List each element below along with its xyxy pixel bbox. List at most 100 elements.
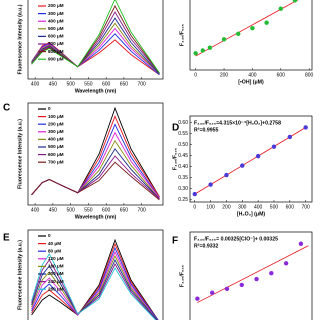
panel-label: E bbox=[3, 233, 10, 244]
x-tick-label: 500 bbox=[270, 204, 279, 210]
legend-label: 0 bbox=[48, 106, 51, 111]
fit-line bbox=[197, 245, 309, 303]
x-tick-label: 200 bbox=[220, 72, 229, 78]
plot-area bbox=[31, 0, 160, 76]
axes-frame bbox=[27, 0, 164, 80]
annotation: R²=0.9955 bbox=[194, 127, 218, 133]
legend-label: 700 μM bbox=[48, 159, 64, 164]
x-tick-label: 650 bbox=[120, 207, 129, 213]
y-tick-label: 0.30 bbox=[178, 186, 188, 192]
y-tick-label: 0.25 bbox=[178, 197, 188, 203]
data-point bbox=[192, 191, 197, 197]
x-axis-label: Wavelength (nm) bbox=[75, 88, 117, 94]
spectrum-line bbox=[31, 253, 157, 320]
legend-label: 700 μM bbox=[48, 41, 64, 46]
x-tick-label: 500 bbox=[66, 81, 75, 87]
x-tick-label: 700 bbox=[138, 207, 147, 213]
data-point bbox=[287, 134, 293, 140]
plot-area bbox=[195, 241, 309, 303]
x-tick-label: 800 bbox=[305, 72, 314, 78]
axes-frame bbox=[189, 0, 313, 71]
data-point bbox=[209, 290, 215, 295]
y-tick-label: 0.50 bbox=[178, 142, 188, 148]
data-point bbox=[255, 153, 261, 159]
y-axis-label: F₄₄₀/F₆₂₅ bbox=[179, 23, 185, 46]
plot-area bbox=[193, 0, 299, 57]
x-tick-label: 700 bbox=[301, 204, 310, 210]
data-point bbox=[193, 51, 198, 56]
x-axis-label: [H₂O₂] (μM) bbox=[237, 211, 266, 217]
legend-label: 240 μM bbox=[48, 279, 64, 284]
legend-label: 500 μM bbox=[48, 144, 64, 149]
legend-label: 800 μM bbox=[48, 49, 64, 54]
y-axis-label: F₄₄₀/F₆₂₅ bbox=[179, 264, 185, 287]
x-tick-label: 400 bbox=[248, 72, 257, 78]
x-axis-label: [•OH] (μM) bbox=[238, 79, 264, 85]
y-tick-label: 0.35 bbox=[178, 175, 188, 181]
plot-area bbox=[31, 238, 159, 320]
plot-area bbox=[31, 106, 160, 201]
y-tick-label: 0.60 bbox=[178, 120, 188, 126]
y-tick-label: 0.45 bbox=[178, 153, 188, 159]
data-point bbox=[271, 144, 277, 149]
panel-label: D bbox=[172, 123, 179, 134]
x-tick-label: 600 bbox=[277, 72, 286, 78]
legend-label: 300 μM bbox=[48, 129, 64, 134]
x-tick-label: 600 bbox=[286, 204, 295, 210]
x-tick-label: 450 bbox=[49, 207, 58, 213]
legend-label: 500 μM bbox=[48, 26, 64, 31]
y-tick-label: 0.55 bbox=[178, 131, 188, 137]
y-axis-label: F₄₄₀/F₆₂₅ bbox=[172, 147, 178, 170]
spectrum-line bbox=[31, 250, 158, 320]
legend-label: 900 μM bbox=[48, 56, 64, 61]
data-point bbox=[240, 163, 245, 168]
data-point bbox=[207, 45, 213, 50]
x-tick-label: 600 bbox=[102, 81, 111, 87]
x-tick-label: 400 bbox=[254, 204, 263, 210]
data-point bbox=[292, 0, 298, 3]
data-point bbox=[278, 6, 283, 11]
data-point bbox=[254, 276, 259, 282]
x-tick-label: 450 bbox=[49, 81, 58, 87]
x-tick-label: 500 bbox=[66, 207, 75, 213]
y-axis-label: Fluorescence Intensity (a.u.) bbox=[17, 240, 23, 310]
plot-area bbox=[192, 125, 308, 197]
axes-frame bbox=[27, 102, 164, 206]
y-axis-label: Fluorescence Intensity (a.u.) bbox=[17, 119, 23, 189]
x-tick-label: 550 bbox=[84, 207, 93, 213]
x-tick-label: 400 bbox=[31, 81, 40, 87]
spectrum-line bbox=[31, 161, 160, 201]
legend-label: 80 μM bbox=[48, 248, 61, 253]
fit-line bbox=[195, 0, 299, 57]
legend-label: 120 μM bbox=[48, 256, 64, 261]
x-axis-label: Wavelength (nm) bbox=[75, 214, 117, 220]
x-tick-label: 600 bbox=[102, 207, 111, 213]
legend-label: 0 bbox=[48, 233, 51, 238]
data-point bbox=[236, 31, 241, 36]
data-point bbox=[208, 182, 213, 187]
data-point bbox=[239, 282, 244, 288]
data-point bbox=[200, 48, 205, 53]
data-point bbox=[224, 286, 230, 292]
data-point bbox=[303, 125, 308, 130]
axes-frame bbox=[27, 229, 164, 320]
x-tick-label: 700 bbox=[138, 81, 147, 87]
data-point bbox=[283, 261, 289, 266]
panel-label: C bbox=[3, 103, 10, 114]
legend-label: 300 μM bbox=[48, 11, 64, 16]
data-point bbox=[221, 37, 227, 42]
legend-label: 400 μM bbox=[48, 18, 64, 23]
data-point bbox=[224, 172, 229, 178]
legend-label: 200 μM bbox=[48, 121, 64, 126]
x-tick-label: 400 bbox=[31, 207, 40, 213]
x-tick-label: 100 bbox=[206, 204, 215, 210]
axes-frame bbox=[189, 231, 313, 320]
annotation: F₄₄₀/F₆₂₅=4.315×10⁻⁴[H₂O₂]+0.2758 bbox=[194, 120, 281, 126]
x-tick-label: 0 bbox=[194, 72, 197, 78]
x-tick-label: 300 bbox=[238, 204, 247, 210]
annotation: F₄₄₀/F₆₂₅= 0.00325[ClO⁻]+ 0.00325 bbox=[194, 236, 278, 242]
legend-label: 160 μM bbox=[48, 264, 64, 269]
x-tick-label: 0 bbox=[193, 204, 196, 210]
legend-label: 600 μM bbox=[48, 152, 64, 157]
